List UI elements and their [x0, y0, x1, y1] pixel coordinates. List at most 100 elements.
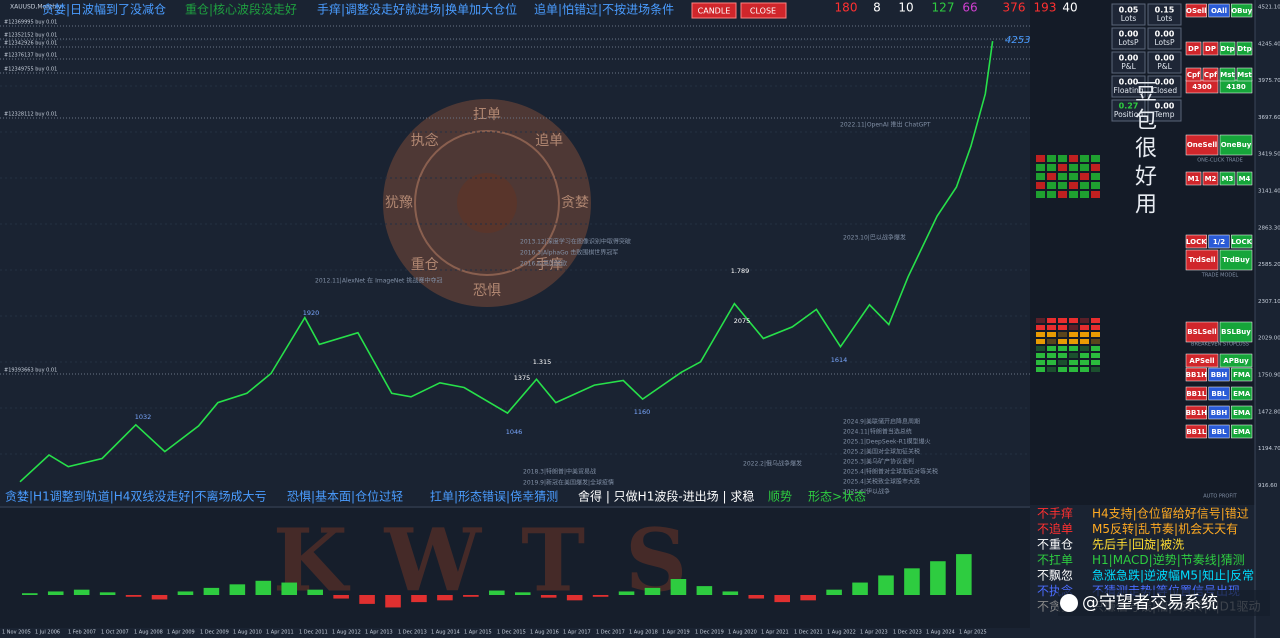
trade-button-label[interactable]: M3: [1222, 175, 1234, 183]
trade-button[interactable]: [1185, 386, 1207, 401]
candle-button-label[interactable]: CANDLE: [698, 7, 731, 16]
trade-button-label[interactable]: BB1L: [1186, 390, 1207, 398]
trade-button-label[interactable]: Dtp: [1220, 45, 1234, 53]
trade-button[interactable]: [1231, 234, 1253, 249]
trade-button-label[interactable]: BB1L: [1186, 428, 1207, 436]
panel-cell-label[interactable]: LotsP: [1118, 38, 1138, 47]
trade-button[interactable]: [1185, 79, 1219, 94]
trade-button-label[interactable]: M2: [1205, 175, 1217, 183]
close-button-label[interactable]: CLOSE: [750, 7, 776, 16]
trade-button[interactable]: [1231, 3, 1253, 18]
panel-cell[interactable]: [1147, 27, 1182, 50]
panel-cell-label[interactable]: Lots: [1121, 14, 1137, 23]
trade-button-label[interactable]: BSLSell: [1187, 328, 1216, 336]
trade-button[interactable]: [1185, 249, 1219, 271]
panel-cell[interactable]: [1147, 3, 1182, 26]
panel-cell-label[interactable]: Lots: [1157, 14, 1173, 23]
trade-button-label[interactable]: DP: [1188, 45, 1199, 53]
trade-button[interactable]: [1185, 367, 1207, 382]
trade-button[interactable]: [1219, 134, 1253, 156]
panel-cell-value[interactable]: 0.00: [1155, 54, 1175, 63]
trade-button-label[interactable]: Mst: [1237, 71, 1252, 79]
trade-button[interactable]: [1208, 234, 1230, 249]
trade-button[interactable]: [1219, 321, 1253, 343]
trade-button[interactable]: [1185, 171, 1202, 186]
panel-cell-label[interactable]: P&L: [1121, 62, 1136, 71]
panel-cell[interactable]: [1111, 27, 1146, 50]
trade-button-label[interactable]: APSell: [1189, 357, 1214, 365]
trade-button-label[interactable]: 4180: [1226, 83, 1246, 91]
trade-button[interactable]: [1231, 386, 1253, 401]
panel-cell-value[interactable]: 0.00: [1119, 54, 1139, 63]
panel-cell[interactable]: [1111, 3, 1146, 26]
candle-button[interactable]: [691, 2, 737, 19]
trade-button-label[interactable]: BB1H: [1186, 371, 1208, 379]
panel-cell-label[interactable]: P&L: [1157, 62, 1172, 71]
trade-button-label[interactable]: Cpf: [1204, 71, 1218, 79]
close-button[interactable]: [740, 2, 787, 19]
trade-button-label[interactable]: BB1H: [1186, 409, 1208, 417]
panel-cell[interactable]: [1147, 99, 1182, 122]
trade-button-label[interactable]: EMA: [1233, 409, 1251, 417]
trade-button-label[interactable]: Mst: [1220, 71, 1235, 79]
trade-button-label[interactable]: LOCK: [1231, 238, 1252, 246]
trade-button[interactable]: [1185, 3, 1207, 18]
trade-button[interactable]: [1202, 171, 1219, 186]
trade-button[interactable]: [1185, 41, 1202, 56]
trade-button-label[interactable]: EMA: [1233, 390, 1251, 398]
trade-button[interactable]: [1202, 41, 1219, 56]
trade-button[interactable]: [1185, 134, 1219, 156]
trade-button-label[interactable]: APBuy: [1223, 357, 1249, 365]
panel-cell-label[interactable]: Position: [1114, 110, 1143, 119]
panel-cell-value[interactable]: 0.00: [1155, 102, 1175, 111]
trade-button[interactable]: [1231, 367, 1253, 382]
trade-button-label[interactable]: OSell: [1186, 7, 1207, 15]
trade-button-label[interactable]: 1/2: [1213, 238, 1225, 246]
trade-button[interactable]: [1219, 79, 1253, 94]
trade-button-label[interactable]: OneBuy: [1221, 141, 1252, 149]
trade-button[interactable]: [1185, 424, 1207, 439]
trade-button-label[interactable]: TrdBuy: [1222, 256, 1250, 264]
trade-button[interactable]: [1236, 41, 1253, 56]
trade-button[interactable]: [1202, 67, 1219, 82]
panel-cell[interactable]: [1147, 75, 1182, 98]
trade-button-label[interactable]: DP: [1205, 45, 1216, 53]
panel-cell[interactable]: [1147, 51, 1182, 74]
trade-button-label[interactable]: LOCK: [1186, 238, 1207, 246]
panel-cell-value[interactable]: 0.15: [1155, 6, 1175, 15]
trade-button[interactable]: [1185, 321, 1219, 343]
trade-button[interactable]: [1231, 405, 1253, 420]
panel-cell-value[interactable]: 0.00: [1119, 78, 1139, 87]
trade-button[interactable]: [1236, 67, 1253, 82]
trade-button-label[interactable]: BBH: [1211, 409, 1228, 417]
trade-button[interactable]: [1219, 249, 1253, 271]
trade-button-label[interactable]: BSLBuy: [1221, 328, 1251, 336]
trade-button[interactable]: [1231, 424, 1253, 439]
trade-button-label[interactable]: OBuy: [1231, 7, 1252, 15]
trade-button-label[interactable]: OneSell: [1187, 141, 1217, 149]
trade-button-label[interactable]: BBH: [1211, 371, 1228, 379]
trade-button[interactable]: [1185, 67, 1202, 82]
trade-button[interactable]: [1219, 171, 1236, 186]
trade-button-label[interactable]: Dtp: [1237, 45, 1251, 53]
trade-button[interactable]: [1208, 386, 1230, 401]
panel-cell-label[interactable]: Floating: [1113, 86, 1143, 95]
trade-button[interactable]: [1185, 353, 1219, 368]
panel-cell-label[interactable]: LotsP: [1154, 38, 1174, 47]
panel-cell-label[interactable]: Closed: [1152, 86, 1177, 95]
trade-button[interactable]: [1208, 424, 1230, 439]
trade-button-label[interactable]: 4300: [1192, 83, 1212, 91]
trade-button-label[interactable]: OAll: [1211, 7, 1227, 15]
trade-button[interactable]: [1208, 367, 1230, 382]
panel-cell-value[interactable]: 0.00: [1155, 30, 1175, 39]
panel-cell[interactable]: [1111, 99, 1146, 122]
trade-button[interactable]: [1219, 353, 1253, 368]
panel-cell-label[interactable]: Temp: [1154, 110, 1175, 119]
trade-button-label[interactable]: BBL: [1211, 428, 1227, 436]
trade-button-label[interactable]: FMA: [1233, 371, 1251, 379]
trade-button[interactable]: [1208, 3, 1230, 18]
panel-cell[interactable]: [1111, 75, 1146, 98]
trade-button-label[interactable]: Cpf: [1187, 71, 1201, 79]
trade-button[interactable]: [1219, 41, 1236, 56]
trade-button[interactable]: [1236, 171, 1253, 186]
